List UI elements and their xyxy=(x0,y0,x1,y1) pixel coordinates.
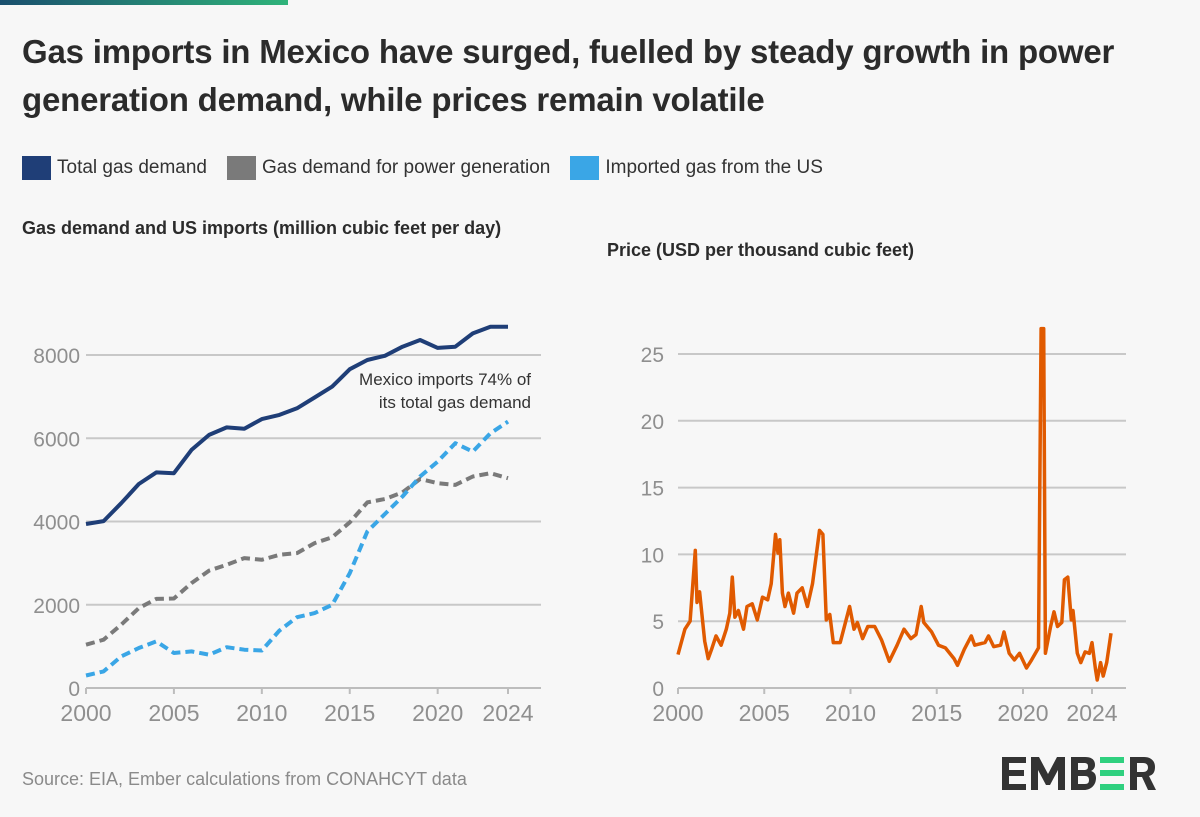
left-y-tick-label: 0 xyxy=(68,678,80,701)
left-series-imported-gas-from-the-us-line xyxy=(85,419,510,678)
left-x-tick-label: 2024 xyxy=(482,700,533,726)
imports-share-annotation: its total gas demand xyxy=(379,393,531,412)
page-title: Gas imports in Mexico have surged, fuell… xyxy=(22,33,1115,118)
legend-label-total: Total gas demand xyxy=(57,157,207,178)
left-chart-title: Gas demand and US imports (million cubic… xyxy=(22,218,502,238)
imports-share-annotation: Mexico imports 74% of xyxy=(359,370,531,389)
right-y-tick-label: 25 xyxy=(641,344,664,367)
right-y-tick-label: 0 xyxy=(652,678,664,701)
left-series-gas-demand-for-power-generation-line xyxy=(85,471,509,647)
right-y-tick-label: 10 xyxy=(641,544,664,567)
right-y-tick-label: 15 xyxy=(641,478,664,501)
left-x-tick-label: 2015 xyxy=(324,700,375,726)
right-chart-title: Price (USD per thousand cubic feet) xyxy=(607,240,915,260)
left-x-tick-label: 2020 xyxy=(412,700,463,726)
ember-logo xyxy=(1002,757,1156,790)
left-series-total-gas-demand-line xyxy=(85,324,508,526)
source-note: Source: EIA, Ember calculations from CON… xyxy=(22,769,467,789)
left-y-tick-label: 4000 xyxy=(33,512,80,535)
brand-accent-bar xyxy=(0,0,288,5)
right-x-tick-label: 2015 xyxy=(911,700,962,726)
legend-label-imports: Imported gas from the US xyxy=(605,157,823,178)
left-x-tick-label: 2000 xyxy=(60,700,111,726)
legend-item-total: Total gas demand xyxy=(22,156,207,180)
legend-item-imports: Imported gas from the US xyxy=(570,156,823,180)
right-y-tick-label: 5 xyxy=(652,611,664,634)
legend-swatch-imports xyxy=(570,156,600,180)
legend-label-power: Gas demand for power generation xyxy=(262,157,551,178)
left-y-tick-label: 8000 xyxy=(33,345,80,368)
legend: Total gas demand Gas demand for power ge… xyxy=(22,156,823,180)
right-x-tick-label: 2005 xyxy=(739,700,790,726)
left-x-tick-label: 2010 xyxy=(236,700,287,726)
left-y-tick-label: 6000 xyxy=(33,428,80,451)
right-x-tick-label: 2000 xyxy=(652,700,703,726)
legend-swatch-power xyxy=(227,156,256,180)
right-series-price-line xyxy=(676,326,1113,682)
legend-swatch-total xyxy=(22,156,51,180)
right-x-tick-label: 2020 xyxy=(997,700,1048,726)
right-x-tick-label: 2010 xyxy=(825,700,876,726)
right-y-tick-label: 20 xyxy=(641,411,664,434)
left-x-tick-label: 2005 xyxy=(148,700,199,726)
left-y-tick-label: 2000 xyxy=(33,595,80,618)
legend-item-power: Gas demand for power generation xyxy=(227,156,550,180)
right-x-tick-label: 2024 xyxy=(1066,700,1117,726)
